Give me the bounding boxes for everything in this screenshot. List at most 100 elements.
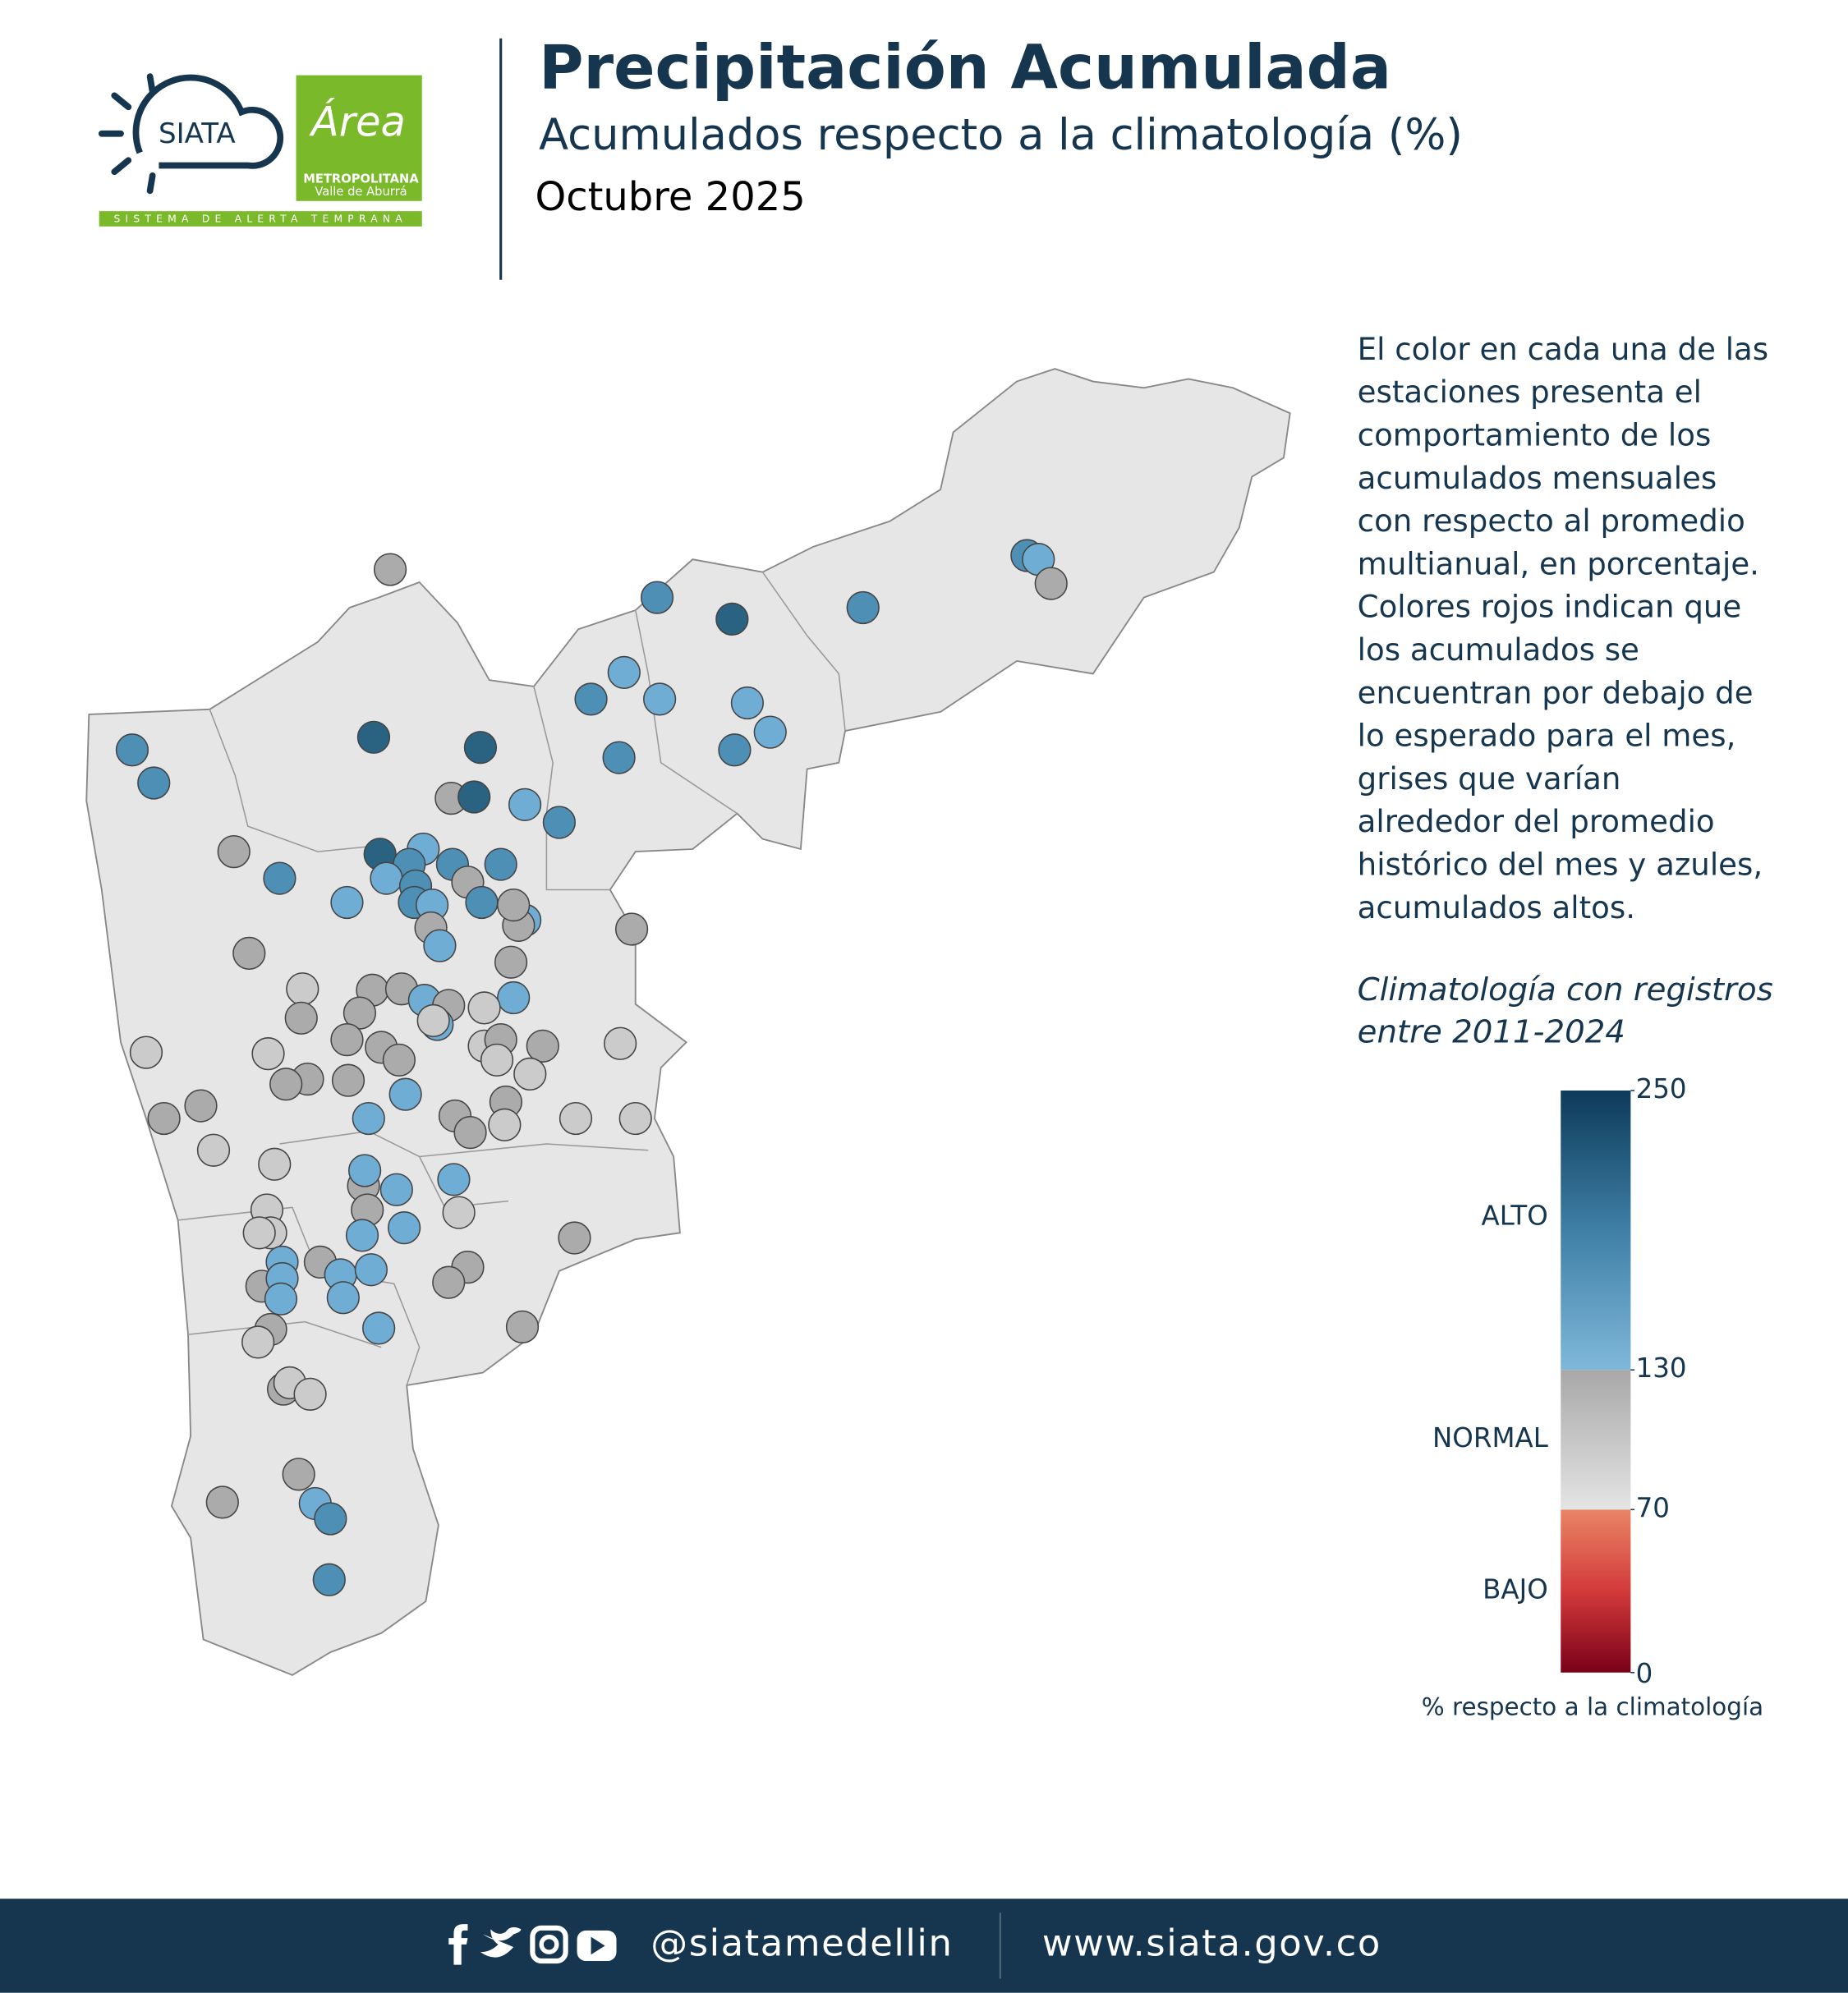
- station: [718, 733, 752, 767]
- station: [614, 912, 649, 946]
- legend-caption: % respecto a la climatología: [1422, 1693, 1763, 1721]
- station: [205, 1486, 239, 1519]
- legend-tick-label: 70: [1636, 1492, 1670, 1523]
- station: [432, 1265, 466, 1299]
- area-logo: [296, 75, 422, 201]
- station: [574, 682, 608, 716]
- station: [362, 1311, 396, 1345]
- station: [453, 1115, 487, 1150]
- station: [480, 1043, 514, 1077]
- station: [494, 945, 528, 979]
- station: [354, 1253, 388, 1287]
- station: [284, 1001, 318, 1035]
- description: El color en cada una de las estaciones pr…: [1358, 332, 1768, 925]
- legend-tick-label: 130: [1636, 1352, 1687, 1384]
- footer-website: www.siata.gov.co: [1042, 1921, 1381, 1964]
- legend-tick-label: 250: [1636, 1073, 1687, 1104]
- footer: [0, 1899, 1848, 1993]
- description-line: alrededor del promedio: [1358, 804, 1715, 839]
- description-line: acumulados mensuales: [1358, 461, 1717, 496]
- station: [147, 1101, 181, 1136]
- station: [388, 1077, 422, 1111]
- period: Octubre 2025: [535, 174, 805, 220]
- footer-handle: @siatamedellin: [650, 1921, 953, 1964]
- station: [241, 1325, 275, 1359]
- legend-segment: [1561, 1091, 1631, 1371]
- siata-logo-text: SIATA: [159, 117, 236, 150]
- description-line: los acumulados se: [1358, 632, 1639, 668]
- station: [423, 929, 457, 962]
- description-line: histórico del mes y azules,: [1358, 847, 1763, 883]
- legend-segment: [1561, 1509, 1631, 1673]
- station: [437, 1163, 471, 1196]
- station: [184, 1089, 218, 1123]
- station: [269, 1068, 303, 1101]
- station: [352, 1101, 385, 1136]
- station: [258, 1147, 292, 1181]
- station: [312, 1563, 346, 1596]
- description-line: grises que varían: [1358, 761, 1621, 797]
- station: [331, 1063, 365, 1097]
- station: [513, 1057, 547, 1091]
- station: [348, 1154, 382, 1187]
- station: [282, 1458, 315, 1491]
- station: [846, 590, 880, 625]
- description-line: El color en cada una de las: [1358, 332, 1768, 367]
- station: [196, 1133, 231, 1167]
- legend-level: NORMAL: [1432, 1422, 1548, 1453]
- station: [115, 733, 149, 767]
- station: [602, 741, 636, 774]
- station: [293, 1377, 327, 1411]
- subtitle: Acumulados respecto a la climatología (%…: [539, 110, 1463, 160]
- station: [463, 731, 498, 765]
- station: [497, 980, 531, 1015]
- station: [604, 1026, 637, 1060]
- description-line: encuentran por debajo de: [1358, 675, 1754, 710]
- station: [387, 1211, 421, 1245]
- tagline-bar: [99, 211, 422, 227]
- station: [129, 1036, 163, 1069]
- note-line: Climatología con registros: [1358, 971, 1773, 1008]
- station: [753, 715, 787, 749]
- station: [640, 581, 674, 614]
- note-line: entre 2011-2024: [1358, 1014, 1625, 1051]
- station: [730, 686, 765, 720]
- station: [457, 780, 491, 814]
- station: [314, 1502, 347, 1536]
- station: [382, 1043, 416, 1077]
- area-logo-sub: METROPOLITANA: [303, 172, 419, 186]
- station: [232, 936, 266, 971]
- legend-level: BAJO: [1483, 1574, 1548, 1605]
- legend-tick-label: 0: [1636, 1658, 1653, 1689]
- station: [345, 1219, 379, 1252]
- station: [607, 655, 641, 690]
- area-logo-sub: Valle de Aburrá: [315, 185, 407, 199]
- station: [286, 972, 319, 1006]
- station: [416, 1003, 450, 1038]
- description-line: estaciones presenta el: [1358, 374, 1702, 410]
- description-line: comportamiento de los: [1358, 418, 1712, 453]
- climatology-note: Climatología con registros entre 2011-202…: [1358, 971, 1773, 1051]
- station: [217, 834, 251, 869]
- station: [242, 1216, 276, 1250]
- station: [643, 682, 677, 716]
- station: [373, 553, 407, 586]
- station: [264, 1282, 298, 1316]
- station: [379, 1173, 413, 1206]
- station: [330, 885, 364, 920]
- station: [618, 1101, 652, 1136]
- social-icons: [448, 1924, 617, 1965]
- description-line: Colores rojos indican que: [1358, 590, 1742, 625]
- station: [715, 602, 749, 636]
- description-line: con respecto al promedio: [1358, 503, 1745, 539]
- station: [251, 1037, 285, 1071]
- station: [330, 1022, 364, 1057]
- map-outline: [85, 368, 1291, 1676]
- station: [326, 1281, 360, 1315]
- legend-level: ALTO: [1482, 1201, 1548, 1232]
- station: [467, 991, 501, 1025]
- station: [356, 720, 391, 754]
- station: [559, 1101, 593, 1136]
